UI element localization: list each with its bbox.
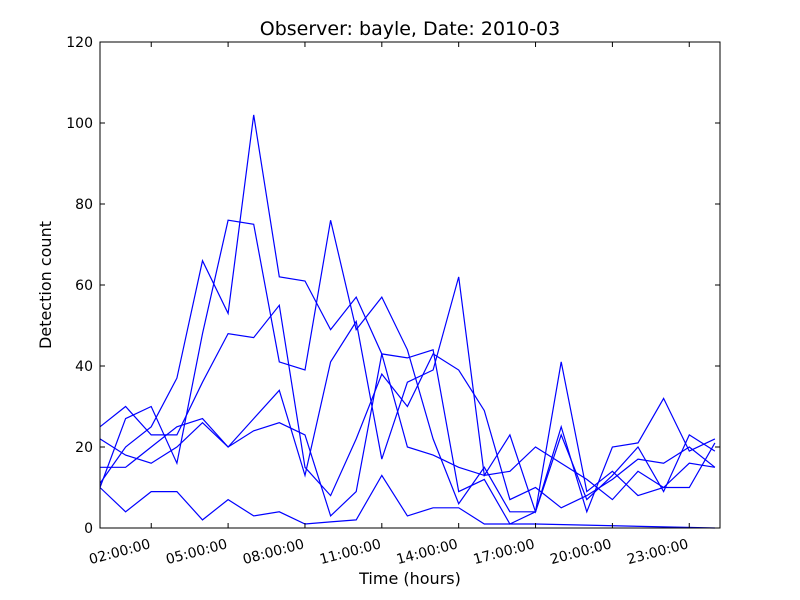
series-line-4	[100, 276, 716, 514]
x-axis-label: Time (hours)	[358, 569, 461, 588]
y-tick-label: 100	[66, 116, 93, 132]
series-line-3	[99, 114, 716, 525]
y-tick-label: 0	[84, 521, 93, 537]
plot-frame	[99, 41, 721, 529]
y-axis-label: Detection count	[36, 221, 55, 349]
x-tick-label: 05:00:00	[164, 536, 229, 568]
x-tick-label: 02:00:00	[87, 536, 152, 568]
y-tick-label: 20	[75, 440, 93, 456]
series-line-5	[99, 353, 716, 517]
x-tick-label: 11:00:00	[318, 536, 383, 568]
x-tick-label: 14:00:00	[395, 536, 460, 568]
x-tick-label: 23:00:00	[625, 536, 690, 568]
plot-series	[99, 114, 716, 529]
series-line-1	[99, 303, 716, 509]
x-tick-label: 08:00:00	[241, 536, 306, 568]
y-tick-label: 120	[66, 35, 93, 51]
series-line-2	[99, 219, 715, 513]
y-tick-label: 80	[75, 197, 93, 213]
y-tick-label: 40	[75, 359, 93, 375]
x-tick-label: 17:00:00	[472, 536, 537, 568]
x-tick-label: 20:00:00	[549, 536, 614, 568]
y-tick-label: 60	[75, 278, 93, 294]
series-line-6	[99, 474, 715, 529]
chart-title: Observer: bayle, Date: 2010-03	[260, 18, 561, 40]
